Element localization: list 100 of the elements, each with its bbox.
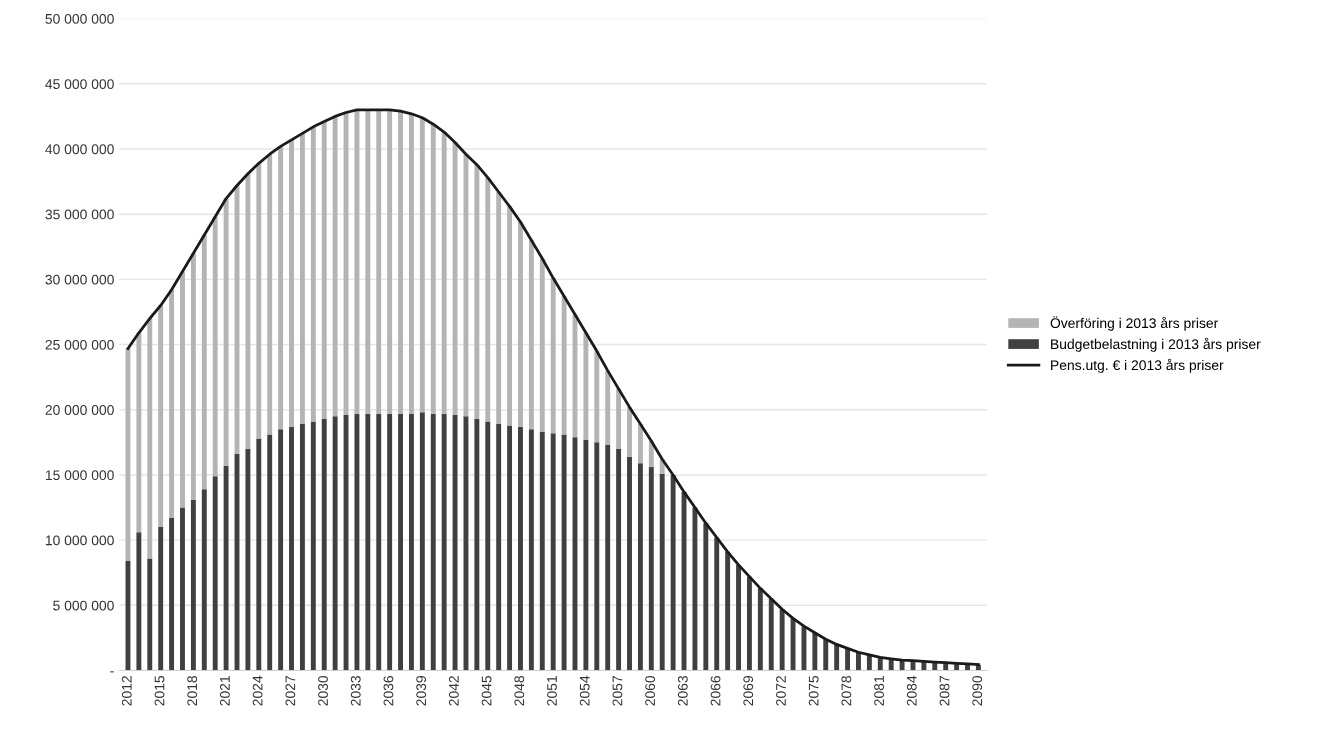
bar [790, 618, 796, 671]
x-tick-label: 2042 [448, 676, 459, 706]
bar [659, 473, 665, 671]
bar [507, 206, 513, 426]
bar [169, 289, 175, 518]
bar [648, 467, 654, 671]
x-tick-label: 2033 [350, 675, 361, 706]
bar [158, 305, 164, 528]
bar [452, 414, 458, 671]
bar [387, 413, 393, 671]
bar [692, 507, 698, 671]
bar [430, 124, 436, 414]
y-tick-label: 30 000 000 [45, 274, 114, 285]
y-tick-label: 25 000 000 [45, 339, 114, 350]
x-tick-label: 2066 [710, 675, 721, 706]
bar [354, 109, 360, 414]
bar [725, 551, 731, 671]
x-tick-label: 2036 [383, 675, 394, 706]
y-tick-label: 50 000 000 [45, 13, 114, 24]
bar [714, 537, 720, 671]
bar [812, 632, 818, 671]
bar [528, 429, 534, 671]
x-tick-label: 2078 [841, 675, 852, 706]
bar [278, 429, 284, 671]
x-tick-label: 2051 [547, 676, 557, 706]
bar [550, 433, 556, 671]
bar [212, 216, 218, 477]
bar [441, 413, 447, 671]
y-tick-label: 35 000 000 [45, 209, 114, 220]
bar [256, 438, 262, 671]
x-tick-label: 2069 [743, 676, 754, 706]
y-tick-label: 5 000 000 [53, 600, 114, 611]
bar [485, 177, 491, 422]
bar [136, 532, 142, 671]
x-tick-label: 2054 [579, 675, 590, 706]
bar [256, 163, 262, 439]
bar [267, 434, 273, 671]
y-tick-label: 15 000 000 [45, 470, 114, 481]
x-tick-label: 2087 [939, 676, 950, 706]
bar [518, 426, 523, 671]
legend-label: Överföring i 2013 års priser [1050, 316, 1219, 331]
bar [703, 523, 709, 671]
bar [365, 413, 371, 671]
bar [223, 198, 229, 466]
bar [583, 332, 589, 440]
bar [768, 598, 774, 671]
bar [158, 527, 164, 671]
bar [201, 235, 207, 490]
x-tick-label: 2021 [219, 676, 230, 706]
bar [474, 418, 480, 671]
bar [223, 465, 229, 671]
bar [310, 126, 316, 422]
x-tick-label: 2039 [416, 676, 427, 706]
bar [441, 132, 447, 414]
bar [321, 121, 327, 419]
x-tick-label: 2057 [612, 676, 623, 706]
bar [321, 418, 327, 671]
legend-label: Pens.utg. € i 2013 års priser [1051, 358, 1224, 373]
bar [518, 222, 523, 427]
bar [278, 146, 284, 430]
bar [561, 434, 567, 671]
bar [746, 576, 752, 671]
x-tick-label: 2048 [514, 675, 525, 706]
bar [605, 370, 611, 445]
bar [474, 164, 480, 419]
bar [267, 154, 273, 435]
bar [299, 424, 305, 671]
bar [289, 426, 294, 671]
x-tick-label: 2081 [874, 676, 884, 706]
y-tick-label: - [110, 671, 114, 673]
bar [605, 444, 611, 671]
bar [201, 489, 207, 671]
bar [245, 173, 251, 449]
x-tick-label: 2045 [481, 675, 492, 706]
bar [289, 139, 294, 427]
bar [594, 351, 600, 443]
bar [147, 318, 153, 559]
bar [180, 271, 185, 508]
bar [245, 448, 251, 671]
bar [594, 442, 600, 671]
bar [419, 117, 425, 413]
legend-label: Budgetbelastning i 2013 års priser [1051, 337, 1261, 352]
bar [616, 388, 622, 449]
bar [496, 424, 502, 671]
bar [452, 142, 458, 415]
bar [539, 258, 545, 432]
bar [398, 111, 403, 414]
bar [845, 648, 851, 671]
line-series [126, 108, 980, 667]
bar [365, 109, 371, 414]
bar [376, 109, 382, 414]
x-tick-label: 2027 [285, 676, 296, 706]
bar [496, 192, 502, 425]
y-tick-label: 20 000 000 [45, 405, 114, 415]
bar [757, 588, 763, 671]
bar [539, 431, 545, 671]
y-tick-label: 40 000 000 [45, 144, 114, 155]
y-tick-label: 45 000 000 [45, 79, 114, 89]
x-tick-label: 2060 [645, 675, 656, 706]
x-tick-label: 2015 [154, 675, 165, 706]
